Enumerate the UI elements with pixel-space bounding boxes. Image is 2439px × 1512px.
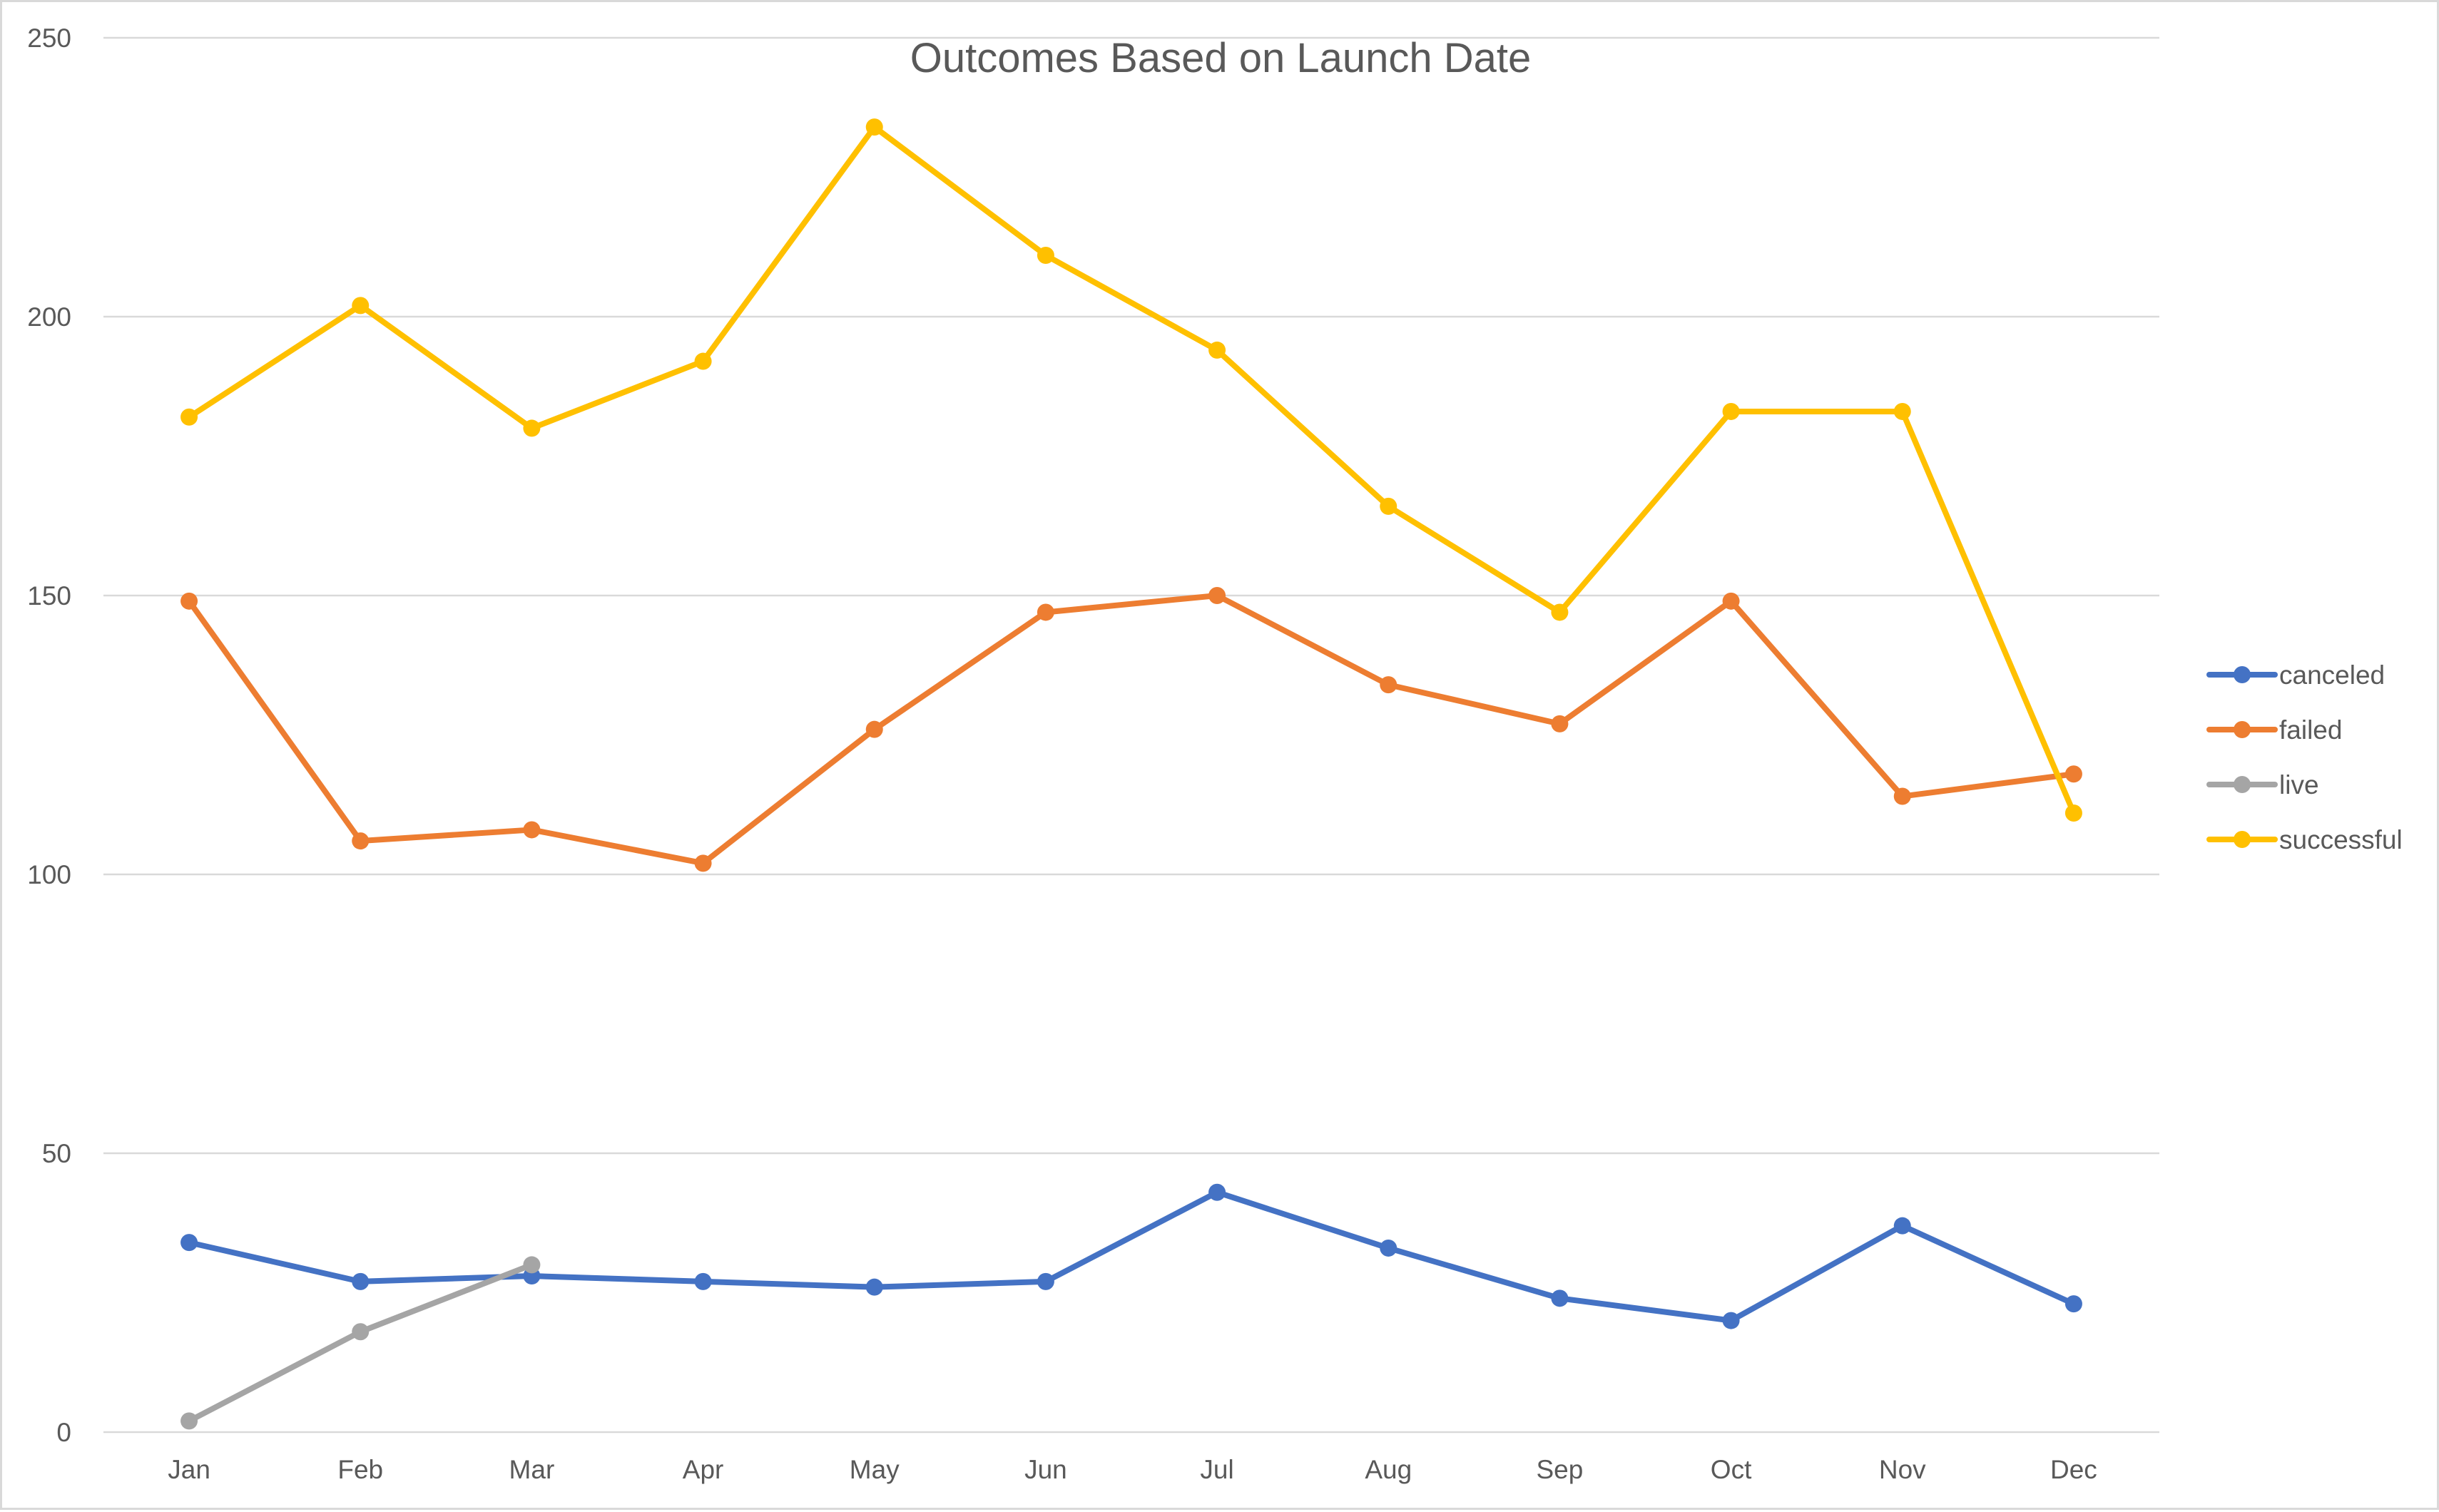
chart-title: Outcomes Based on Launch Date bbox=[910, 35, 1532, 81]
y-tick-label: 50 bbox=[42, 1139, 71, 1168]
data-point-successful bbox=[523, 419, 541, 437]
series-line-successful bbox=[186, 124, 2077, 816]
data-point-failed bbox=[1380, 676, 1397, 694]
series-line-failed bbox=[186, 593, 2077, 867]
legend: canceled failed live successful bbox=[2206, 660, 2403, 854]
series-line-canceled bbox=[186, 1189, 2077, 1324]
data-point-canceled bbox=[1893, 1217, 1911, 1235]
legend-label: successful bbox=[2279, 825, 2403, 854]
data-point-canceled bbox=[1037, 1272, 1054, 1290]
data-point-canceled bbox=[2064, 1295, 2082, 1313]
series-failed bbox=[180, 587, 2082, 872]
data-point-failed bbox=[2064, 765, 2082, 783]
data-point-failed bbox=[1208, 587, 1226, 604]
data-point-failed bbox=[352, 832, 370, 850]
data-point-live bbox=[180, 1412, 198, 1430]
data-point-failed bbox=[865, 720, 883, 738]
x-tick-label: Mar bbox=[509, 1455, 555, 1484]
x-axis-tick-labels: Jan Feb Mar Apr May Jun Jul Aug Sep Oct Nov Dec bbox=[168, 1455, 2097, 1484]
series-live bbox=[180, 1256, 541, 1430]
data-point-failed bbox=[523, 821, 541, 839]
data-point-successful bbox=[180, 408, 198, 426]
legend-label: canceled bbox=[2279, 660, 2385, 690]
x-tick-label: Jun bbox=[1024, 1455, 1067, 1484]
legend-item-successful: successful bbox=[2206, 825, 2403, 854]
data-point-successful bbox=[1037, 246, 1054, 264]
x-tick-label: Dec bbox=[2050, 1455, 2097, 1484]
legend-item-canceled: canceled bbox=[2206, 660, 2385, 690]
y-tick-label: 150 bbox=[27, 581, 71, 611]
data-point-failed bbox=[180, 592, 198, 610]
x-tick-label: Aug bbox=[1365, 1455, 1412, 1484]
data-point-successful bbox=[2064, 804, 2082, 822]
legend-label: failed bbox=[2279, 715, 2342, 745]
legend-label: live bbox=[2279, 770, 2319, 800]
data-point-successful bbox=[1380, 497, 1397, 515]
data-point-canceled bbox=[352, 1272, 370, 1290]
legend-item-live: live bbox=[2206, 770, 2319, 800]
legend-swatch-marker bbox=[2234, 831, 2251, 848]
x-tick-label: Jan bbox=[168, 1455, 210, 1484]
data-point-canceled bbox=[865, 1278, 883, 1296]
x-tick-label: Feb bbox=[337, 1455, 383, 1484]
data-point-canceled bbox=[694, 1272, 712, 1290]
data-point-failed bbox=[1551, 715, 1569, 732]
data-point-live bbox=[352, 1323, 370, 1341]
data-point-successful bbox=[1551, 603, 1569, 621]
data-point-successful bbox=[1208, 341, 1226, 359]
x-tick-label: May bbox=[850, 1455, 900, 1484]
data-point-canceled bbox=[1380, 1239, 1397, 1257]
series-canceled bbox=[180, 1183, 2082, 1329]
y-tick-label: 100 bbox=[27, 860, 71, 889]
data-point-failed bbox=[1722, 592, 1740, 610]
series-lines bbox=[180, 118, 2082, 1430]
data-point-successful bbox=[865, 118, 883, 136]
data-point-successful bbox=[352, 297, 370, 315]
data-point-canceled bbox=[1722, 1312, 1740, 1329]
y-axis-tick-labels: 0 50 100 150 200 250 bbox=[27, 24, 71, 1447]
x-tick-label: Jul bbox=[1200, 1455, 1233, 1484]
legend-swatch-marker bbox=[2234, 776, 2251, 793]
x-tick-label: Apr bbox=[683, 1455, 724, 1484]
data-point-canceled bbox=[1551, 1289, 1569, 1307]
data-point-failed bbox=[1893, 787, 1911, 805]
x-tick-label: Nov bbox=[1879, 1455, 1926, 1484]
gridlines bbox=[103, 36, 2159, 1434]
x-tick-label: Oct bbox=[1711, 1455, 1752, 1484]
x-tick-label: Sep bbox=[1536, 1455, 1583, 1484]
data-point-failed bbox=[694, 854, 712, 872]
data-point-successful bbox=[1722, 402, 1740, 420]
data-point-canceled bbox=[180, 1234, 198, 1252]
legend-swatch-marker bbox=[2234, 666, 2251, 683]
data-point-live bbox=[523, 1256, 541, 1274]
y-tick-label: 200 bbox=[27, 302, 71, 332]
series-successful bbox=[180, 118, 2082, 822]
data-point-successful bbox=[694, 352, 712, 370]
data-point-successful bbox=[1893, 402, 1911, 420]
legend-swatch-marker bbox=[2234, 721, 2251, 738]
y-tick-label: 250 bbox=[27, 24, 71, 53]
data-point-canceled bbox=[1208, 1183, 1226, 1201]
data-point-failed bbox=[1037, 603, 1054, 621]
legend-item-failed: failed bbox=[2206, 715, 2342, 745]
y-tick-label: 0 bbox=[56, 1418, 71, 1447]
